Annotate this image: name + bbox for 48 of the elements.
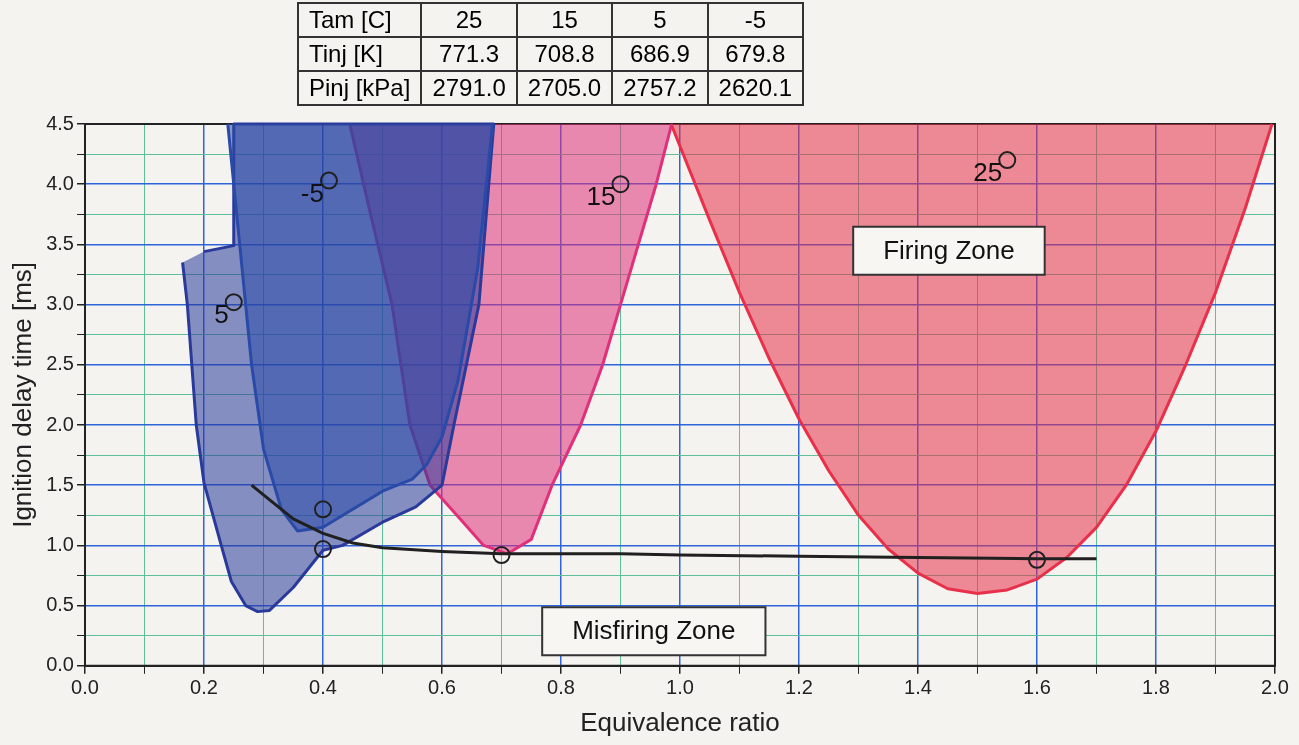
text: 679.8 bbox=[707, 37, 804, 71]
x-tick-label: 1.6 bbox=[1023, 676, 1051, 699]
x-tick-label: 1.0 bbox=[666, 676, 694, 699]
x-tick-label: 1.8 bbox=[1142, 676, 1170, 699]
x-tick-label: 0.0 bbox=[71, 676, 99, 699]
annotation: 5 bbox=[214, 299, 229, 330]
text: Tinj [K] bbox=[298, 37, 422, 71]
annotation: -5 bbox=[300, 177, 324, 208]
y-tick-label: 4.0 bbox=[46, 171, 74, 194]
point bbox=[314, 500, 332, 519]
annotation: 25 bbox=[973, 157, 1003, 188]
text: Tam [C] bbox=[298, 3, 422, 37]
y-tick-label: 0.0 bbox=[46, 653, 74, 676]
y-tick-label: 3.5 bbox=[46, 231, 74, 254]
y-axis-title: Ignition delay time [ms] bbox=[6, 261, 37, 528]
x-tick-label: 2.0 bbox=[1261, 676, 1289, 699]
x-tick-label: 0.4 bbox=[309, 676, 337, 699]
text: 708.8 bbox=[516, 37, 613, 71]
y-tick-label: 1.0 bbox=[46, 532, 74, 555]
text: 2620.1 bbox=[707, 71, 804, 105]
point bbox=[1028, 550, 1046, 569]
y-tick-label: 1.5 bbox=[46, 472, 74, 495]
x-tick-label: 0.6 bbox=[428, 676, 456, 699]
y-tick-label: 4.5 bbox=[46, 111, 74, 134]
text: -5 bbox=[707, 3, 804, 37]
text: 5 bbox=[612, 3, 708, 37]
annotation: Misfiring Zone bbox=[572, 615, 736, 646]
text: 771.3 bbox=[421, 37, 517, 71]
annotation: 15 bbox=[586, 181, 616, 212]
y-tick-label: 2.0 bbox=[46, 412, 74, 435]
x-tick-label: 1.2 bbox=[785, 676, 813, 699]
point bbox=[314, 540, 332, 559]
text: 2757.2 bbox=[612, 71, 708, 105]
text: Pinj [kPa] bbox=[298, 71, 422, 105]
x-tick-label: 1.4 bbox=[904, 676, 932, 699]
y-tick-label: 2.5 bbox=[46, 352, 74, 375]
text: 25 bbox=[421, 3, 517, 37]
text: 2791.0 bbox=[421, 71, 517, 105]
text: 15 bbox=[516, 3, 613, 37]
x-axis-title: Equivalence ratio bbox=[580, 706, 780, 737]
x-tick-label: 0.8 bbox=[547, 676, 575, 699]
text: 2705.0 bbox=[516, 71, 613, 105]
annotation: Firing Zone bbox=[883, 234, 1015, 265]
y-tick-label: 3.0 bbox=[46, 292, 74, 315]
y-tick-label: 0.5 bbox=[46, 593, 74, 616]
x-tick-label: 0.2 bbox=[190, 676, 218, 699]
point bbox=[492, 546, 511, 565]
text: 686.9 bbox=[612, 37, 708, 71]
